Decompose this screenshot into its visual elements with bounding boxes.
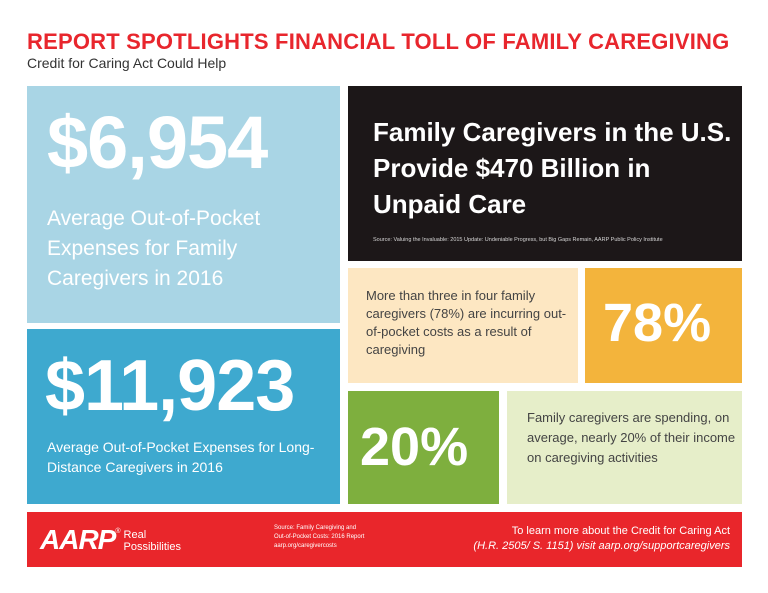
aarp-logo-text: AARP bbox=[40, 524, 116, 555]
average-expenses-value: $6,954 bbox=[47, 101, 268, 184]
tagline-line-1: Real bbox=[123, 529, 147, 541]
out-of-pocket-share-value-tile: 78% bbox=[585, 268, 742, 383]
footer-source: Source: Family Caregiving and Out-of-Poc… bbox=[274, 524, 404, 551]
income-share-value-tile: 20% bbox=[348, 391, 499, 504]
cta-link[interactable]: (H.R. 2505/ S. 1151) visit aarp.org/supp… bbox=[473, 540, 730, 552]
long-distance-tile: $11,923 Average Out-of-Pocket Expenses f… bbox=[27, 329, 340, 504]
footer-call-to-action: To learn more about the Credit for Carin… bbox=[420, 524, 730, 554]
income-share-text-tile: Family caregivers are spending, on avera… bbox=[507, 391, 742, 504]
aarp-tagline: Real Possibilities bbox=[124, 529, 181, 553]
unpaid-care-headline: Family Caregivers in the U.S. Provide $4… bbox=[373, 117, 732, 219]
footer-source-line-2: Out-of-Pocket Costs: 2016 Report bbox=[274, 534, 365, 540]
footer-source-line-1: Source: Family Caregiving and bbox=[274, 525, 357, 531]
income-share-value: 20% bbox=[360, 417, 469, 477]
out-of-pocket-share-value: 78% bbox=[603, 293, 712, 353]
page-title: REPORT SPOTLIGHTS FINANCIAL TOLL OF FAMI… bbox=[27, 29, 730, 54]
footer-banner: AARP ® Real Possibilities Source: Family… bbox=[27, 512, 742, 567]
income-share-text: Family caregivers are spending, on avera… bbox=[527, 410, 736, 465]
average-expenses-tile: $6,954 Average Out-of-Pocket Expenses fo… bbox=[27, 86, 340, 323]
unpaid-care-tile: Family Caregivers in the U.S. Provide $4… bbox=[348, 86, 742, 261]
unpaid-care-source: Source: Valuing the Invaluable: 2015 Upd… bbox=[373, 237, 663, 243]
footer-source-link[interactable]: aarp.org/caregivercosts bbox=[274, 543, 337, 549]
out-of-pocket-share-text: More than three in four family caregiver… bbox=[366, 288, 567, 357]
long-distance-value: $11,923 bbox=[45, 346, 295, 426]
registered-mark: ® bbox=[115, 528, 121, 535]
cta-line-1: To learn more about the Credit for Carin… bbox=[511, 525, 730, 537]
long-distance-text: Average Out-of-Pocket Expenses for Long-… bbox=[47, 439, 315, 475]
tagline-line-2: Possibilities bbox=[123, 541, 181, 553]
average-expenses-text: Average Out-of-Pocket Expenses for Famil… bbox=[47, 207, 261, 290]
page-subtitle: Credit for Caring Act Could Help bbox=[27, 55, 227, 71]
aarp-logo[interactable]: AARP ® Real Possibilities bbox=[40, 526, 181, 554]
out-of-pocket-share-text-tile: More than three in four family caregiver… bbox=[348, 268, 578, 383]
